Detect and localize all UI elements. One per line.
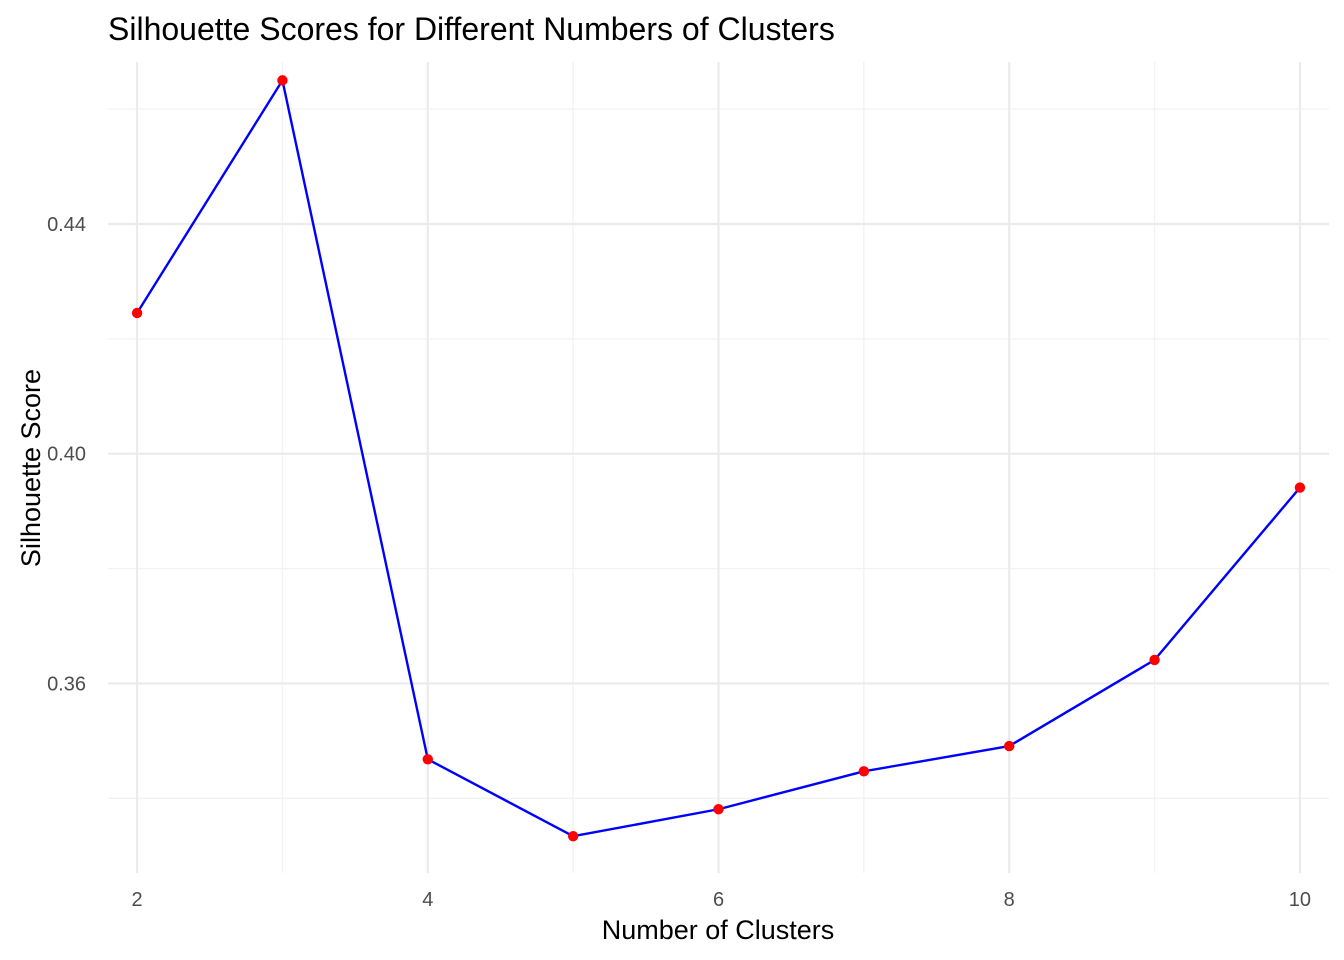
data-point	[1149, 654, 1160, 666]
data-point	[422, 754, 433, 765]
data-points	[131, 75, 1306, 842]
gridlines	[108, 62, 1329, 873]
chart-title: Silhouette Scores for Different Numbers …	[108, 11, 835, 47]
x-tick-label: 8	[1004, 889, 1015, 911]
x-axis-title: Number of Clusters	[602, 915, 835, 945]
y-tick-label: 0.40	[47, 444, 86, 466]
data-point	[567, 831, 579, 842]
tick-labels: 2 4 6 8 10 0.36 0.40 0.44	[47, 214, 1311, 911]
data-point	[277, 75, 288, 86]
data-point	[858, 766, 870, 777]
y-axis-title: Silhouette Score	[16, 369, 46, 567]
y-tick-label: 0.36	[47, 673, 86, 695]
x-tick-label: 4	[422, 889, 433, 911]
data-point	[131, 307, 143, 319]
data-point	[713, 804, 724, 815]
x-tick-label: 10	[1289, 889, 1311, 911]
y-tick-label: 0.44	[47, 214, 86, 236]
data-point	[1004, 740, 1015, 752]
data-point	[1294, 482, 1306, 493]
x-tick-label: 6	[713, 889, 724, 911]
x-tick-label: 2	[132, 889, 143, 911]
